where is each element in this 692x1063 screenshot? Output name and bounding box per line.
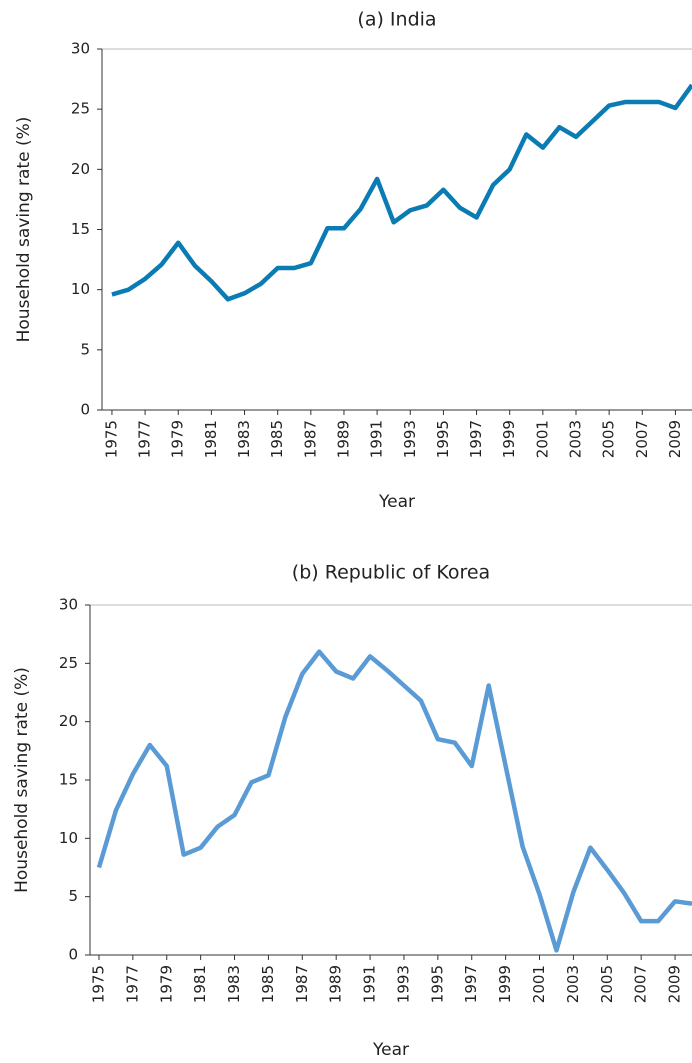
y-tick-label: 30 (59, 596, 78, 614)
x-tick-label: 1983 (235, 420, 253, 458)
y-tick-label: 10 (59, 829, 78, 847)
x-tick-label: 1997 (467, 420, 485, 458)
y-tick-label: 25 (59, 654, 78, 672)
x-axis-label: Year (372, 1040, 409, 1060)
x-tick-label: 1987 (301, 420, 319, 458)
x-tick-label: 2003 (564, 965, 582, 1003)
x-tick-label: 1997 (462, 965, 480, 1003)
x-tick-label: 1975 (102, 420, 120, 458)
x-axis-label: Year (378, 492, 415, 512)
x-tick-label: 1977 (136, 420, 154, 458)
x-tick-label: 1993 (394, 965, 412, 1003)
x-tick-label: 2009 (666, 965, 684, 1003)
x-tick-label: 1989 (327, 965, 345, 1003)
x-tick-label: 2007 (632, 965, 650, 1003)
x-tick-label: 1983 (225, 965, 243, 1003)
x-tick-label: 1985 (259, 965, 277, 1003)
x-tick-label: 1993 (401, 420, 419, 458)
x-tick-label: 2001 (533, 420, 551, 458)
y-tick-label: 15 (59, 771, 78, 789)
x-tick-label: 1991 (361, 965, 379, 1003)
x-tick-label: 2007 (633, 420, 651, 458)
y-axis-label: Household saving rate (%) (14, 117, 34, 343)
x-tick-label: 1975 (89, 965, 107, 1003)
x-tick-label: 1987 (293, 965, 311, 1003)
series-line (96, 649, 692, 953)
chart-title: (a) India (357, 9, 436, 31)
x-tick-label: 1979 (157, 965, 175, 1003)
x-tick-label: 1999 (500, 420, 518, 458)
y-tick-label: 5 (68, 887, 78, 905)
x-tick-label: 1989 (334, 420, 352, 458)
y-tick-label: 15 (71, 220, 90, 238)
x-tick-label: 2005 (600, 420, 618, 458)
y-tick-label: 20 (59, 712, 78, 730)
x-tick-label: 1977 (123, 965, 141, 1003)
series-line (111, 83, 692, 302)
x-tick-label: 1991 (368, 420, 386, 458)
x-tick-label: 2001 (530, 965, 548, 1003)
y-tick-label: 10 (71, 280, 90, 298)
x-tick-label: 1985 (268, 420, 286, 458)
x-tick-label: 1981 (202, 420, 220, 458)
x-tick-label: 1999 (496, 965, 514, 1003)
x-tick-label: 1979 (169, 420, 187, 458)
y-tick-label: 30 (71, 40, 90, 58)
x-tick-label: 1981 (191, 965, 209, 1003)
y-tick-label: 25 (71, 100, 90, 118)
x-tick-label: 2003 (566, 420, 584, 458)
x-tick-label: 2005 (598, 965, 616, 1003)
x-tick-label: 1995 (434, 420, 452, 458)
y-tick-label: 0 (80, 401, 90, 419)
y-tick-label: 5 (80, 340, 90, 358)
chart-title: (b) Republic of Korea (292, 562, 490, 584)
y-tick-label: 0 (68, 946, 78, 964)
x-tick-label: 2009 (666, 420, 684, 458)
y-axis-label: Household saving rate (%) (12, 667, 32, 893)
x-tick-label: 1995 (428, 965, 446, 1003)
y-tick-label: 20 (71, 160, 90, 178)
